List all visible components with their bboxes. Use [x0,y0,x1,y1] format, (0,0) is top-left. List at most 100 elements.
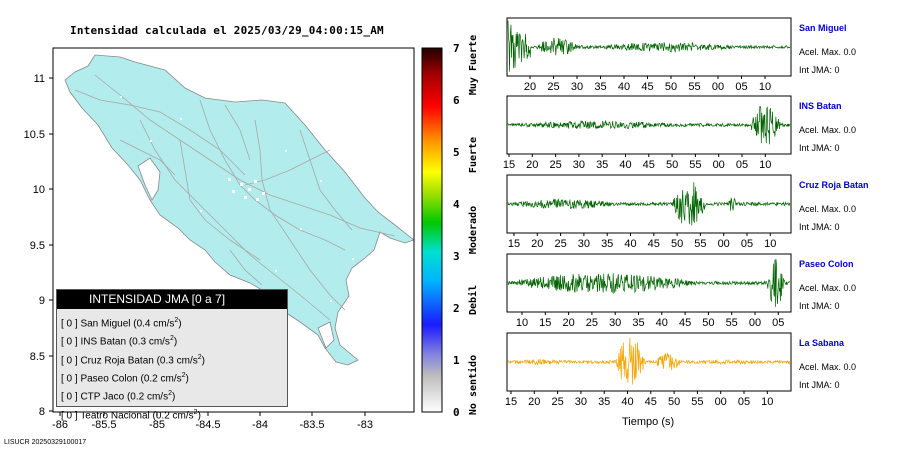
time-tick-label: 50 [666,159,678,171]
time-tick-label: 35 [632,317,644,329]
legend-item: [ 0 ] CTP Jaco (0.2 cm/s2) [61,390,176,403]
time-tick-label: 00 [712,81,724,93]
colorbar-tick-label: 4 [453,198,460,211]
time-tick-label: 00 [715,396,727,408]
intensity-category-label: No sentido [467,355,479,415]
lon-tick-label: -84.5 [195,419,220,431]
map-axis-ticks: -86 -85.5 -85 -84.5 -84 -83.5 -83 11 10.5 10 9.5 9 8… [24,73,373,431]
colorbar-tick-label: 6 [453,94,460,107]
time-tick-label: 15 [505,396,517,408]
lat-tick-label: 10.5 [24,129,45,141]
time-tick-label: 50 [668,396,680,408]
time-tick-label: 25 [554,238,566,250]
time-tick-label: 10 [759,159,771,171]
legend-item: [ 0 ] Teatro Nacional (0.2 cm/s2) [61,408,201,421]
station-jma-intensity: Int JMA: 0 [799,222,840,232]
time-tick-label: 25 [547,81,559,93]
station-max-accel: Acel. Max. 0.0 [799,204,857,214]
time-tick-label: 40 [619,159,631,171]
time-tick-label: 20 [531,238,543,250]
time-tick-label: 05 [735,81,747,93]
time-tick-label: 00 [718,238,730,250]
time-tick-label: 25 [586,317,598,329]
station-max-accel: Acel. Max. 0.0 [799,125,857,135]
time-tick-label: 50 [665,81,677,93]
lon-tick-label: -85.5 [91,419,116,431]
station-max-accel: Acel. Max. 0.0 [799,283,857,293]
time-tick-label: 45 [679,317,691,329]
city-points [120,96,354,302]
legend-item: [ 0 ] INS Batan (0.3 cm/s2) [61,335,178,348]
station-name: Cruz Roja Batan [799,180,869,190]
costa-rica-land [64,54,414,366]
time-tick-label: 55 [691,396,703,408]
time-tick-label: 40 [624,238,636,250]
time-tick-label: 15 [539,317,551,329]
lat-tick-label: 8 [39,406,45,418]
time-tick-label: 55 [689,159,701,171]
intensity-category-label: Moderado [468,206,479,254]
time-tick-label: 55 [694,238,706,250]
colorbar-tick-label: 0 [453,406,460,419]
station-max-accel: Acel. Max. 0.0 [799,47,857,57]
time-tick-label: 50 [671,238,683,250]
time-tick-label: 45 [641,81,653,93]
time-tick-label: 30 [575,396,587,408]
time-tick-label: 30 [609,317,621,329]
time-tick-label: 05 [772,317,784,329]
time-tick-label: 50 [702,317,714,329]
time-tick-label: 15 [508,238,520,250]
map-frame [52,47,415,413]
osa-peninsula-water [317,321,335,349]
time-tick-label: 30 [571,81,583,93]
time-axis-label: Tiempo (s) [622,416,675,428]
lon-tick-label: -85 [149,419,165,431]
lat-tick-label: 9.5 [30,240,45,252]
legend-list: [ 0 ] San Miguel (0.4 cm/s2) [ 0 ] INS Ba… [57,309,287,423]
time-tick-label: 55 [688,81,700,93]
time-tick-label: 45 [643,159,655,171]
road-network [74,74,396,321]
station-jma-intensity: Int JMA: 0 [799,380,840,390]
time-tick-label: 20 [528,396,540,408]
station-jma-intensity: Int JMA: 0 [799,301,840,311]
lat-tick-label: 11 [34,73,45,85]
time-tick-label: 05 [736,159,748,171]
colorbar-tick-label: 7 [453,42,460,55]
seismogram-trace [507,337,791,385]
time-tick-label: 30 [578,238,590,250]
station-name: San Miguel [799,23,847,33]
intensity-colorbar [421,47,443,413]
lon-tick-label: -83 [357,419,373,431]
time-tick-label: 10 [516,317,528,329]
time-tick-label: 05 [741,238,753,250]
legend-item: [ 0 ] Cruz Roja Batan (0.3 cm/s2) [61,353,205,366]
time-tick-label: 20 [524,81,536,93]
seismogram-trace [507,258,791,307]
colorbar-tick-label: 5 [453,146,460,159]
time-tick-label: 40 [621,396,633,408]
station-name: INS Batan [799,101,842,111]
lat-tick-label: 8.5 [30,351,45,363]
footer-id: LISUCR 20250329100017 [4,439,87,446]
time-tick-label: 40 [656,317,668,329]
lon-tick-label: -86 [52,419,68,431]
seismogram-trace [507,182,791,226]
time-tick-label: 40 [618,81,630,93]
lon-tick-label: -84 [252,419,268,431]
colorbar-tick-label: 2 [453,302,460,315]
time-tick-label: 00 [713,159,725,171]
time-tick-label: 20 [526,159,538,171]
time-tick-label: 45 [648,238,660,250]
intensity-legend: INTENSIDAD JMA [0 a 7] [ 0 ] San Miguel … [56,289,288,421]
lat-tick-label: 9 [39,295,45,307]
station-name: La Sabana [799,338,845,348]
time-tick-label: 10 [764,238,776,250]
time-tick-label: 15 [503,159,515,171]
time-tick-label: 25 [551,396,563,408]
legend-item: [ 0 ] Paseo Colon (0.2 cm/s2) [61,371,189,385]
intensity-category-label: Muy Fuerte [468,35,479,95]
time-tick-label: 00 [749,317,761,329]
